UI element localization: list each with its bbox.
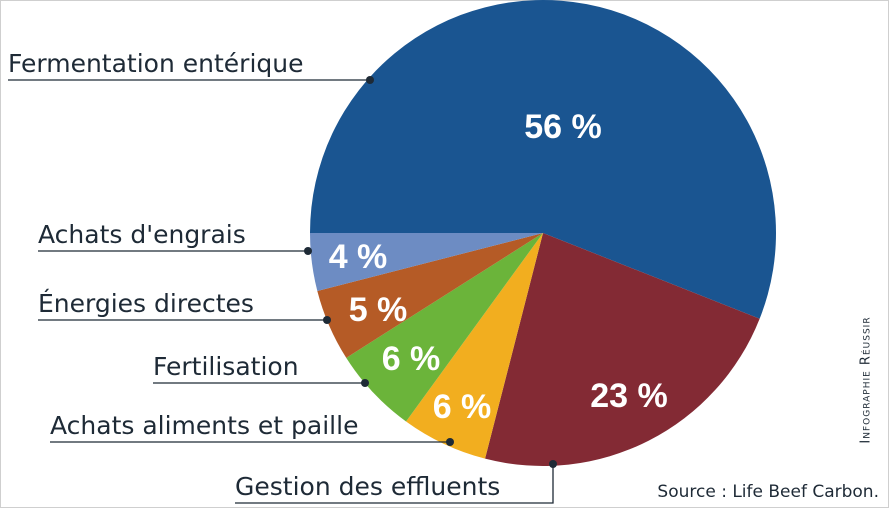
leader-dot xyxy=(361,379,369,387)
leader-dot xyxy=(304,247,312,255)
infographic-credit: Infographie Réussir xyxy=(858,316,874,444)
pie-slice-fermentation-enterique xyxy=(310,0,777,319)
pie-slices xyxy=(310,0,777,466)
slice-value-label: 4 % xyxy=(329,238,388,276)
leader-dot xyxy=(366,76,374,84)
pie-slice-gestion-des-effluents xyxy=(485,233,760,466)
slice-value-label: 56 % xyxy=(524,108,602,146)
slice-value-label: 23 % xyxy=(590,377,668,415)
leader-lines: Fermentation entérique Gestion des efflue… xyxy=(8,49,557,504)
category-label-fermentation-enterique: Fermentation entérique xyxy=(8,49,304,78)
leader-dot xyxy=(549,460,557,468)
source-note: Source : Life Beef Carbon. xyxy=(657,482,879,502)
category-label-energies-directes: Énergies directes xyxy=(38,289,254,318)
pie-slice-fertilisation xyxy=(346,233,543,422)
leader-dot xyxy=(323,316,331,324)
leader-line xyxy=(235,464,554,504)
category-label-gestion-des-effluents: Gestion des effluents xyxy=(235,472,500,501)
pie-slice-achats-aliments-et-paille xyxy=(406,233,543,459)
pie-slice-energies-directes xyxy=(317,233,543,358)
pie-slice-achats-d-engrais xyxy=(310,233,543,291)
leader-dot xyxy=(446,438,454,446)
slice-value-labels: 56 % 23 % 6 % 6 % 5 % 4 % xyxy=(329,108,668,426)
category-label-fertilisation: Fertilisation xyxy=(153,352,299,381)
slice-value-label: 6 % xyxy=(382,340,441,378)
category-label-achats-d-engrais: Achats d'engrais xyxy=(38,220,246,249)
slice-value-label: 5 % xyxy=(349,291,408,329)
category-label-achats-aliments-et-paille: Achats aliments et paille xyxy=(50,411,358,440)
slice-value-label: 6 % xyxy=(433,388,492,426)
